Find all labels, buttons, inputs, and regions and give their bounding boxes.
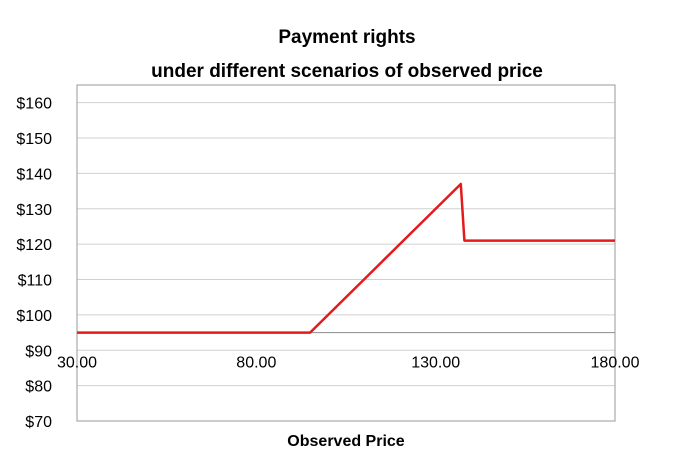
y-tick-label: $140 xyxy=(16,166,52,183)
y-tick-label: $110 xyxy=(18,273,53,290)
y-tick-label: $120 xyxy=(16,237,52,254)
gridlines xyxy=(77,102,615,387)
x-axis-ticks: 30.00 80.00 130.00 180.00 xyxy=(57,355,640,372)
y-tick-label: $130 xyxy=(16,202,52,219)
chart-subtitle: under different scenarios of observed pr… xyxy=(151,61,543,82)
y-tick-label: $100 xyxy=(16,308,52,325)
y-axis-ticks: $70 $80 $90 $100 $110 $120 $130 $140 $150 $160 xyxy=(16,96,52,431)
y-tick-label: $80 xyxy=(25,379,52,396)
y-tick-label: $160 xyxy=(16,96,52,113)
y-tick-label: $70 xyxy=(25,414,52,431)
x-tick-label: 80.00 xyxy=(236,355,276,372)
x-axis-label: Observed Price xyxy=(287,433,405,450)
x-tick-label: 130.00 xyxy=(411,355,460,372)
plot-area-border xyxy=(76,84,616,422)
y-tick-label: $90 xyxy=(25,343,52,360)
x-tick-label: 30.00 xyxy=(57,355,97,372)
series-line xyxy=(77,182,615,334)
chart-title: Payment rights xyxy=(278,27,415,48)
y-tick-label: $150 xyxy=(16,131,52,148)
x-tick-label: 180.00 xyxy=(591,355,640,372)
